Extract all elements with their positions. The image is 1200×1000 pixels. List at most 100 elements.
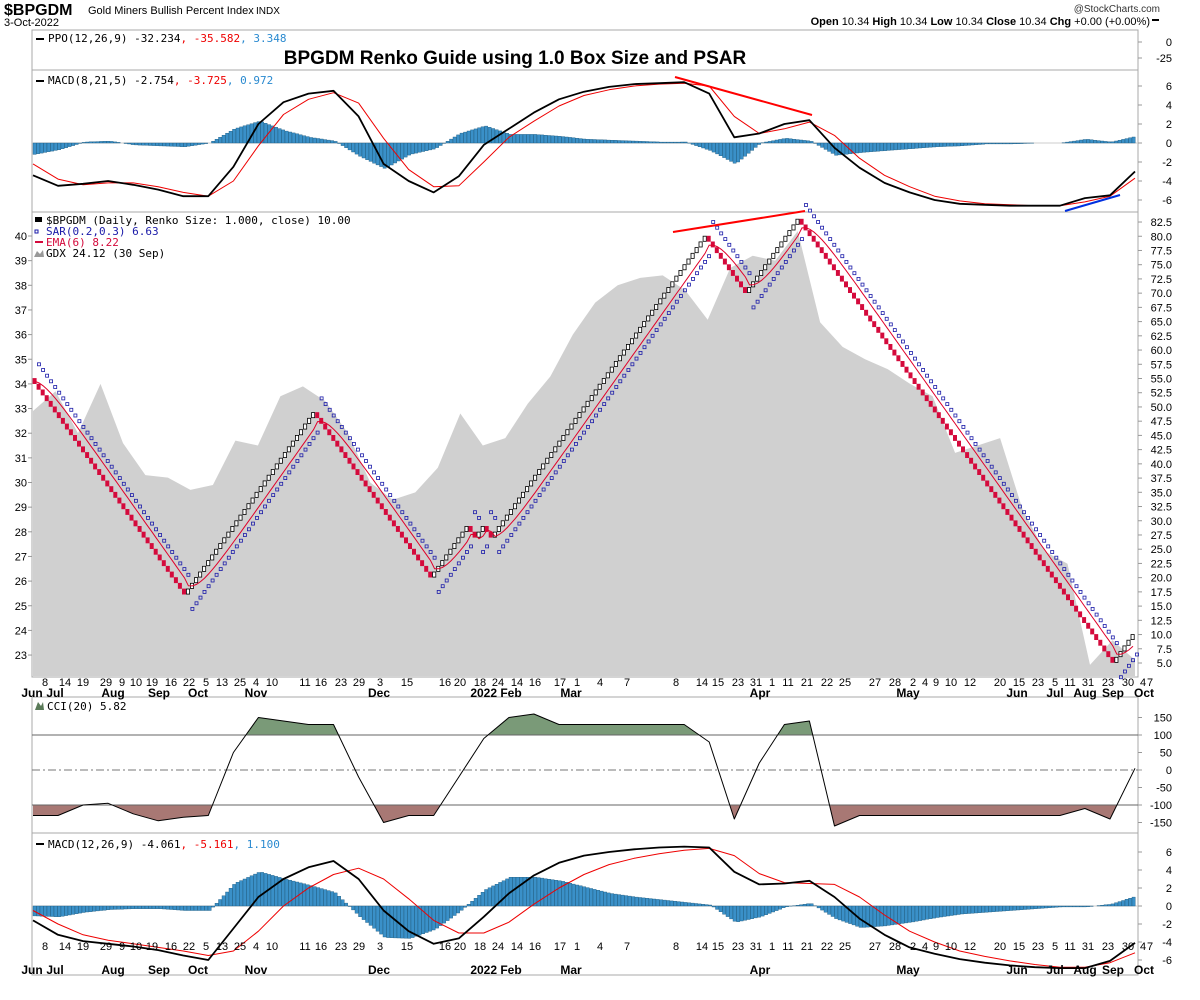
histogram-bar [557, 880, 562, 907]
histogram-bar [158, 905, 163, 909]
renko-brick-up [605, 372, 610, 379]
x-day-label: 25 [839, 941, 851, 953]
price-tick-label: 65.0 [1151, 317, 1172, 329]
renko-brick-up [617, 355, 622, 362]
gdx-tick-label: 34 [15, 379, 27, 391]
sar-dot [473, 510, 477, 515]
histogram-bar [799, 139, 803, 144]
histogram-bar [445, 905, 450, 921]
sar-dot [61, 396, 66, 401]
histogram-bar [578, 885, 583, 907]
gdx-tick-label: 32 [15, 428, 27, 440]
histogram-bar [1005, 142, 1010, 145]
sar-dot [1119, 675, 1123, 680]
histogram-bar [676, 901, 681, 907]
histogram-bar [417, 905, 422, 936]
trendline-divergence-macd [674, 76, 813, 116]
x-day-label: 24 [492, 677, 504, 689]
x-day-label: 31 [1082, 677, 1094, 689]
histogram-bar [176, 905, 180, 911]
renko-brick-down [969, 457, 974, 464]
histogram-bar [984, 905, 989, 913]
renko-brick-down [1094, 634, 1099, 640]
sar-dot [525, 510, 530, 515]
sar-dot [101, 453, 106, 458]
renko-brick-down [468, 526, 473, 532]
histogram-bar [767, 905, 772, 914]
x-day-label: 15 [1013, 941, 1025, 953]
renko-brick-down [864, 309, 869, 316]
sar-dot [1034, 527, 1038, 532]
histogram-bar [610, 139, 614, 144]
histogram-bar [309, 137, 313, 144]
sar-dot [1135, 652, 1139, 657]
histogram-bar [431, 142, 436, 150]
sar-dot [323, 402, 328, 407]
sar-dot [142, 510, 146, 515]
histogram-bar [480, 126, 485, 144]
histogram-bar [1086, 139, 1090, 144]
sar-dot [351, 441, 356, 446]
x-day-label: 23 [1102, 941, 1114, 953]
renko-brick-up [537, 469, 542, 475]
x-month-label: Jun [1006, 963, 1027, 977]
sar-dot [1014, 498, 1018, 503]
histogram-bar [620, 894, 625, 907]
sar-dot [727, 242, 732, 247]
histogram-bar [88, 141, 93, 144]
histogram-bar [967, 142, 971, 146]
renko-brick-down [1074, 605, 1079, 612]
sar-dot [315, 430, 320, 435]
histogram-bar [109, 141, 114, 144]
sar-dot [327, 407, 332, 412]
renko-brick-down [1098, 639, 1103, 646]
histogram-bar [862, 905, 866, 928]
sar-dot [921, 368, 925, 372]
histogram-bar [183, 905, 187, 911]
histogram-bar [1002, 142, 1006, 145]
histogram-bar [799, 904, 803, 907]
histogram-bar [1047, 905, 1052, 908]
histogram-bar [435, 905, 439, 929]
svg-text:$BPGDM (Daily, Renko Size: 1.0: $BPGDM (Daily, Renko Size: 1.000, close)… [46, 214, 351, 227]
sar-dot [860, 282, 865, 287]
histogram-bar [659, 141, 663, 144]
renko-brick-up [1130, 634, 1135, 640]
sar-dot [783, 259, 788, 264]
renko-brick-up [504, 514, 509, 521]
sar-dot [654, 328, 659, 333]
histogram-bar [949, 142, 954, 147]
x-month-label: Aug [101, 963, 124, 977]
x-day-label: 5 [203, 677, 209, 689]
sar-dot [537, 493, 542, 498]
histogram-bar [505, 878, 509, 907]
histogram-bar [270, 875, 275, 907]
histogram-bar [459, 905, 464, 911]
renko-brick-up [601, 378, 606, 384]
renko-brick-down [395, 526, 400, 532]
renko-brick-up [206, 560, 211, 567]
histogram-bar [932, 142, 936, 148]
macd-bottom-tick-label: 4 [1166, 865, 1172, 877]
sar-dot [448, 572, 453, 577]
histogram-bar [830, 905, 835, 917]
sar-dot [400, 510, 405, 515]
histogram-bar [760, 905, 765, 917]
histogram-bar [263, 873, 268, 907]
histogram-bar [284, 130, 289, 144]
histogram-bar [515, 877, 520, 907]
renko-brick-down [920, 389, 925, 396]
renko-brick-up [593, 389, 598, 396]
sar-dot [529, 504, 534, 509]
histogram-bar [704, 904, 709, 907]
cci-line [33, 713, 1136, 827]
renko-brick-down [52, 406, 57, 413]
renko-brick-up [226, 531, 231, 538]
histogram-bar [543, 878, 548, 907]
histogram-bar [477, 127, 481, 144]
histogram-bar [879, 142, 884, 152]
sar-dot [331, 413, 336, 418]
x-day-label: 14 [59, 941, 71, 953]
ema-line [34, 227, 1134, 655]
histogram-bar [484, 125, 488, 144]
